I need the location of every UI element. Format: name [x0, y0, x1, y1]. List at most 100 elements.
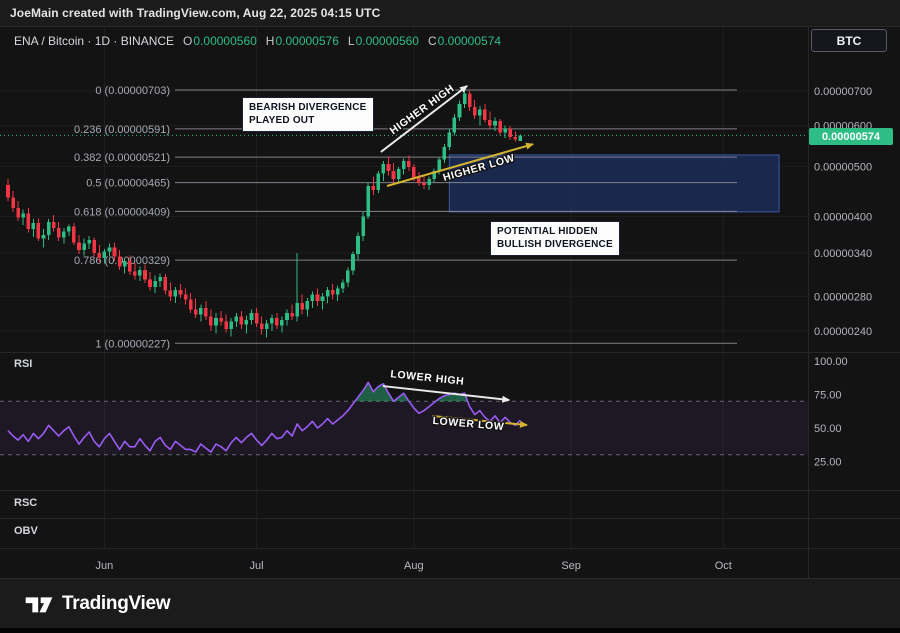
callout-text-line: BULLISH DIVERGENCE — [497, 239, 613, 251]
candle-body — [249, 312, 254, 320]
candle-body — [127, 260, 132, 272]
rsi-lower-low-line[interactable] — [432, 414, 528, 428]
candle-body — [36, 223, 41, 239]
candle-body — [153, 280, 157, 287]
ohlc-high: H0.00000576 — [266, 34, 339, 48]
rsc-pane-label: RSC — [14, 497, 38, 509]
candle-body — [376, 173, 381, 190]
candle-body — [67, 226, 71, 232]
candlestick-series — [6, 89, 523, 338]
ohlc-low-label: L — [347, 34, 355, 48]
candle-body — [77, 242, 81, 251]
pane-separator[interactable] — [0, 352, 900, 353]
candle-body — [356, 236, 360, 255]
candle-body — [351, 254, 355, 271]
highlighted-zone-rect[interactable] — [448, 154, 780, 213]
footer-bar: TradingView — [0, 578, 900, 628]
fib-label-0.786: 0.786 (0.00000329) — [74, 255, 170, 267]
ohlc-close: C0.00000574 — [428, 34, 501, 48]
candle-body — [178, 289, 183, 295]
symbol-title[interactable]: ENA / Bitcoin · 1D · BINANCE — [14, 34, 175, 48]
candle-body — [472, 106, 477, 116]
ohlc-close-value: 0.00000574 — [437, 34, 502, 48]
candle-body — [97, 252, 102, 259]
time-axis-label-aug: Aug — [404, 560, 424, 572]
candle-body — [244, 319, 249, 325]
candle-body — [209, 316, 213, 326]
candle-body — [346, 270, 350, 283]
candle-body — [452, 117, 457, 133]
price-higher-high-line[interactable] — [380, 85, 468, 153]
candle-body — [21, 213, 26, 218]
candle-body — [401, 161, 406, 170]
price-higher-low-line[interactable] — [386, 142, 535, 187]
candle-body — [477, 109, 482, 116]
pane-separator[interactable] — [0, 518, 900, 519]
tradingview-logo[interactable]: TradingView — [24, 592, 171, 616]
candle-body — [254, 312, 259, 324]
fib-label-0.382: 0.382 (0.00000521) — [74, 152, 170, 164]
candle-body — [371, 185, 376, 190]
obv-pane-label: OBV — [14, 525, 38, 537]
candle-body — [508, 128, 513, 137]
candle-body — [259, 323, 264, 329]
candle-body — [361, 216, 365, 237]
candle-body — [62, 231, 66, 238]
rsi-lower-high-line[interactable] — [382, 385, 511, 403]
bottom-edge — [0, 628, 900, 633]
price-axis-separator[interactable] — [808, 27, 809, 578]
candle-body — [264, 323, 269, 329]
candle-body — [483, 109, 487, 120]
time-axis-label-oct: Oct — [715, 560, 732, 572]
candle-body — [6, 185, 10, 198]
fib-label-0.5: 0.5 (0.00000465) — [86, 178, 170, 190]
candle-body — [325, 289, 330, 297]
candle-body — [381, 164, 386, 174]
candle-body — [122, 260, 127, 267]
candle-body — [158, 277, 162, 281]
candle-body — [193, 309, 198, 315]
currency-unit-button[interactable]: BTC — [811, 29, 887, 52]
tradingview-logo-icon — [25, 596, 53, 612]
candle-body — [280, 319, 284, 326]
ohlc-close-label: C — [427, 34, 437, 48]
candle-body — [198, 307, 203, 315]
candle-body — [229, 321, 234, 329]
candle-body — [498, 121, 502, 133]
candle-body — [366, 185, 370, 217]
fib-label-1: 1 (0.00000227) — [95, 338, 170, 350]
candle-body — [493, 121, 497, 126]
candle-body — [82, 243, 86, 251]
candle-body — [437, 159, 442, 171]
candle-body — [341, 282, 345, 289]
attribution-text: JoeMain created with TradingView.com, Au… — [10, 6, 381, 20]
price-axis-label: 0.00000240 — [814, 326, 872, 338]
rsi-axis-label: 100.00 — [814, 356, 848, 368]
bullish-divergence-callout[interactable]: POTENTIAL HIDDEN BULLISH DIVERGENCE — [490, 221, 620, 256]
ohlc-open: O0.00000560 — [183, 34, 257, 48]
candle-body — [188, 299, 193, 310]
tradingview-wordmark: TradingView — [62, 592, 171, 614]
time-axis-label-sep: Sep — [561, 560, 581, 572]
rsi-overbought-fill — [355, 382, 409, 402]
candle-body — [41, 235, 46, 239]
candle-body — [148, 279, 152, 287]
pane-separator[interactable] — [0, 490, 900, 491]
candle-body — [320, 296, 325, 302]
candle-body — [11, 197, 15, 209]
ohlc-low: L0.00000560 — [348, 34, 419, 48]
time-axis-label-jul: Jul — [250, 560, 264, 572]
price-axis-label: 0.00000400 — [814, 211, 872, 223]
rsi-axis-label: 75.00 — [814, 390, 842, 402]
candle-body — [335, 288, 340, 295]
price-axis-label: 0.00000700 — [814, 86, 872, 98]
candle-body — [503, 128, 507, 133]
fib-label-0.236: 0.236 (0.00000591) — [74, 124, 170, 136]
rsi-line — [7, 381, 521, 453]
attribution-bar: JoeMain created with TradingView.com, Au… — [0, 0, 900, 27]
candle-body — [300, 302, 305, 310]
rsi-lower-high-line-label[interactable]: LOWER HIGH — [389, 367, 467, 389]
bearish-divergence-callout[interactable]: BEARISH DIVERGENCE PLAYED OUT — [242, 97, 374, 132]
candle-body — [56, 227, 61, 238]
